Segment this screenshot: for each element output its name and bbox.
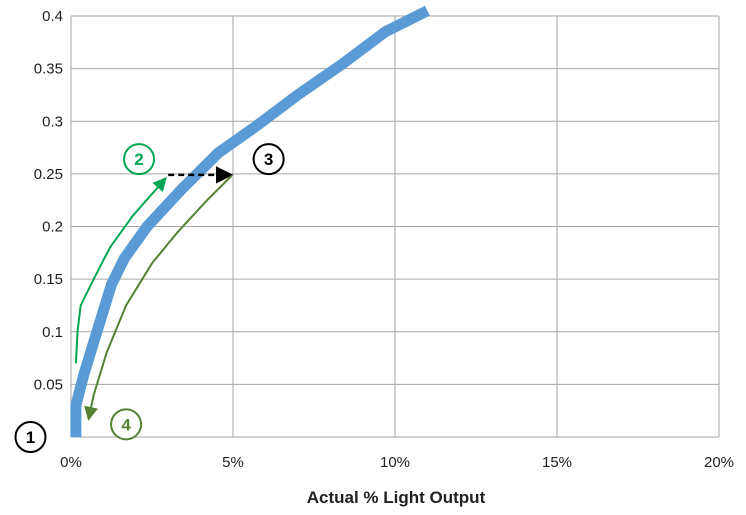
step-marker-circle [14, 421, 47, 453]
y-tick-label: 0.15 [34, 271, 63, 288]
step-marker: 4 [110, 408, 143, 441]
grid [70, 15, 720, 438]
y-tick-label: 0.1 [42, 324, 63, 341]
step-marker: 2 [123, 143, 156, 176]
step-marker-label: 2 [134, 150, 143, 169]
step-marker-circle [123, 143, 156, 176]
x-tick-label: 10% [380, 454, 410, 471]
tick-labels: 0.05 0.1 0.15 0.2 0.25 0.3 0.35 0.4 0% 5% 10% 15% 20… [34, 8, 734, 471]
x-tick-label: 20% [704, 454, 734, 471]
series-line [70, 5, 430, 437]
x-tick-label: 0% [60, 454, 82, 471]
y-tick-label: 0.35 [34, 61, 63, 78]
step-marker-circle [110, 408, 143, 441]
y-tick-label: 0.2 [42, 219, 63, 236]
curve-arrow [74, 176, 167, 364]
x-axis-label: Actual % Light Output [307, 488, 486, 507]
step-marker-label: 3 [264, 150, 273, 169]
step-marker: 1 [14, 421, 47, 453]
y-tick-label: 0.05 [34, 376, 63, 393]
curve-arrow [84, 175, 233, 421]
x-tick-label: 5% [222, 454, 244, 471]
x-tick-label: 15% [542, 454, 572, 471]
marker-layer: 1 2 3 4 [14, 143, 285, 453]
annotation-layer [74, 166, 234, 421]
y-tick-label: 0.25 [34, 166, 63, 183]
y-tick-label: 0.4 [42, 8, 63, 25]
step-marker-label: 1 [26, 428, 35, 447]
step-marker-label: 4 [121, 415, 131, 434]
step-marker-circle [252, 143, 285, 176]
series-layer [70, 5, 430, 437]
y-tick-label: 0.3 [42, 113, 63, 130]
step-marker: 3 [252, 143, 285, 176]
